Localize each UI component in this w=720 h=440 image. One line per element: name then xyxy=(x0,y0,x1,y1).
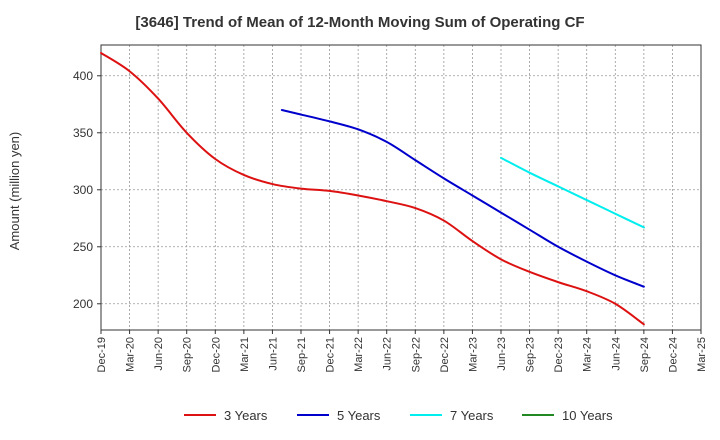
plot-area xyxy=(100,44,702,331)
series-layer xyxy=(100,51,645,326)
x-tick-label: Jun-22 xyxy=(382,337,394,371)
y-axis-ticks: 200 250 300 350 400 xyxy=(73,69,101,311)
x-tick-label: Mar-24 xyxy=(582,337,594,372)
legend: 3 Years 5 Years 7 Years 10 Years xyxy=(184,408,613,423)
legend-label-5-years: 5 Years xyxy=(337,408,381,423)
chart-title: [3646] Trend of Mean of 12-Month Moving … xyxy=(135,14,585,31)
x-tick-label: Dec-21 xyxy=(325,337,337,372)
x-tick-label: Mar-22 xyxy=(353,337,365,372)
y-tick-label: 300 xyxy=(73,183,93,197)
y-tick-label: 350 xyxy=(73,126,93,140)
y-tick-label: 200 xyxy=(73,297,93,311)
x-tick-label: Sep-24 xyxy=(639,337,651,372)
x-tick-label: Dec-20 xyxy=(210,337,222,372)
x-tick-label: Sep-20 xyxy=(182,337,194,372)
x-tick-label: Mar-21 xyxy=(239,337,251,372)
x-tick-label: Mar-25 xyxy=(696,337,708,372)
x-tick-label: Dec-19 xyxy=(96,337,108,372)
legend-label-10-years: 10 Years xyxy=(562,408,613,423)
x-tick-label: Dec-22 xyxy=(439,337,451,372)
x-axis-ticks: Dec-19 Mar-20 Jun-20 Sep-20 Dec-20 Mar-21 Jun-… xyxy=(96,330,708,372)
x-tick-label: Sep-23 xyxy=(525,337,537,372)
series-line-5-years xyxy=(280,108,645,288)
y-tick-label: 400 xyxy=(73,69,93,83)
x-tick-label: Jun-24 xyxy=(610,337,622,371)
x-tick-label: Dec-24 xyxy=(667,337,679,372)
x-tick-label: Dec-23 xyxy=(553,337,565,372)
x-tick-label: Mar-23 xyxy=(467,337,479,372)
x-tick-label: Jun-20 xyxy=(153,337,165,371)
x-tick-label: Jun-23 xyxy=(496,337,508,371)
x-tick-label: Jun-21 xyxy=(267,337,279,371)
grid-layer xyxy=(100,45,702,330)
legend-label-3-years: 3 Years xyxy=(224,408,268,423)
series-line-3-years xyxy=(100,51,645,326)
series-line-7-years xyxy=(500,156,645,229)
y-axis-label: Amount (million yen) xyxy=(7,132,22,251)
x-tick-label: Sep-21 xyxy=(296,337,308,372)
y-tick-label: 250 xyxy=(73,240,93,254)
x-tick-label: Sep-22 xyxy=(410,337,422,372)
legend-label-7-years: 7 Years xyxy=(450,408,494,423)
x-tick-label: Mar-20 xyxy=(125,337,137,372)
